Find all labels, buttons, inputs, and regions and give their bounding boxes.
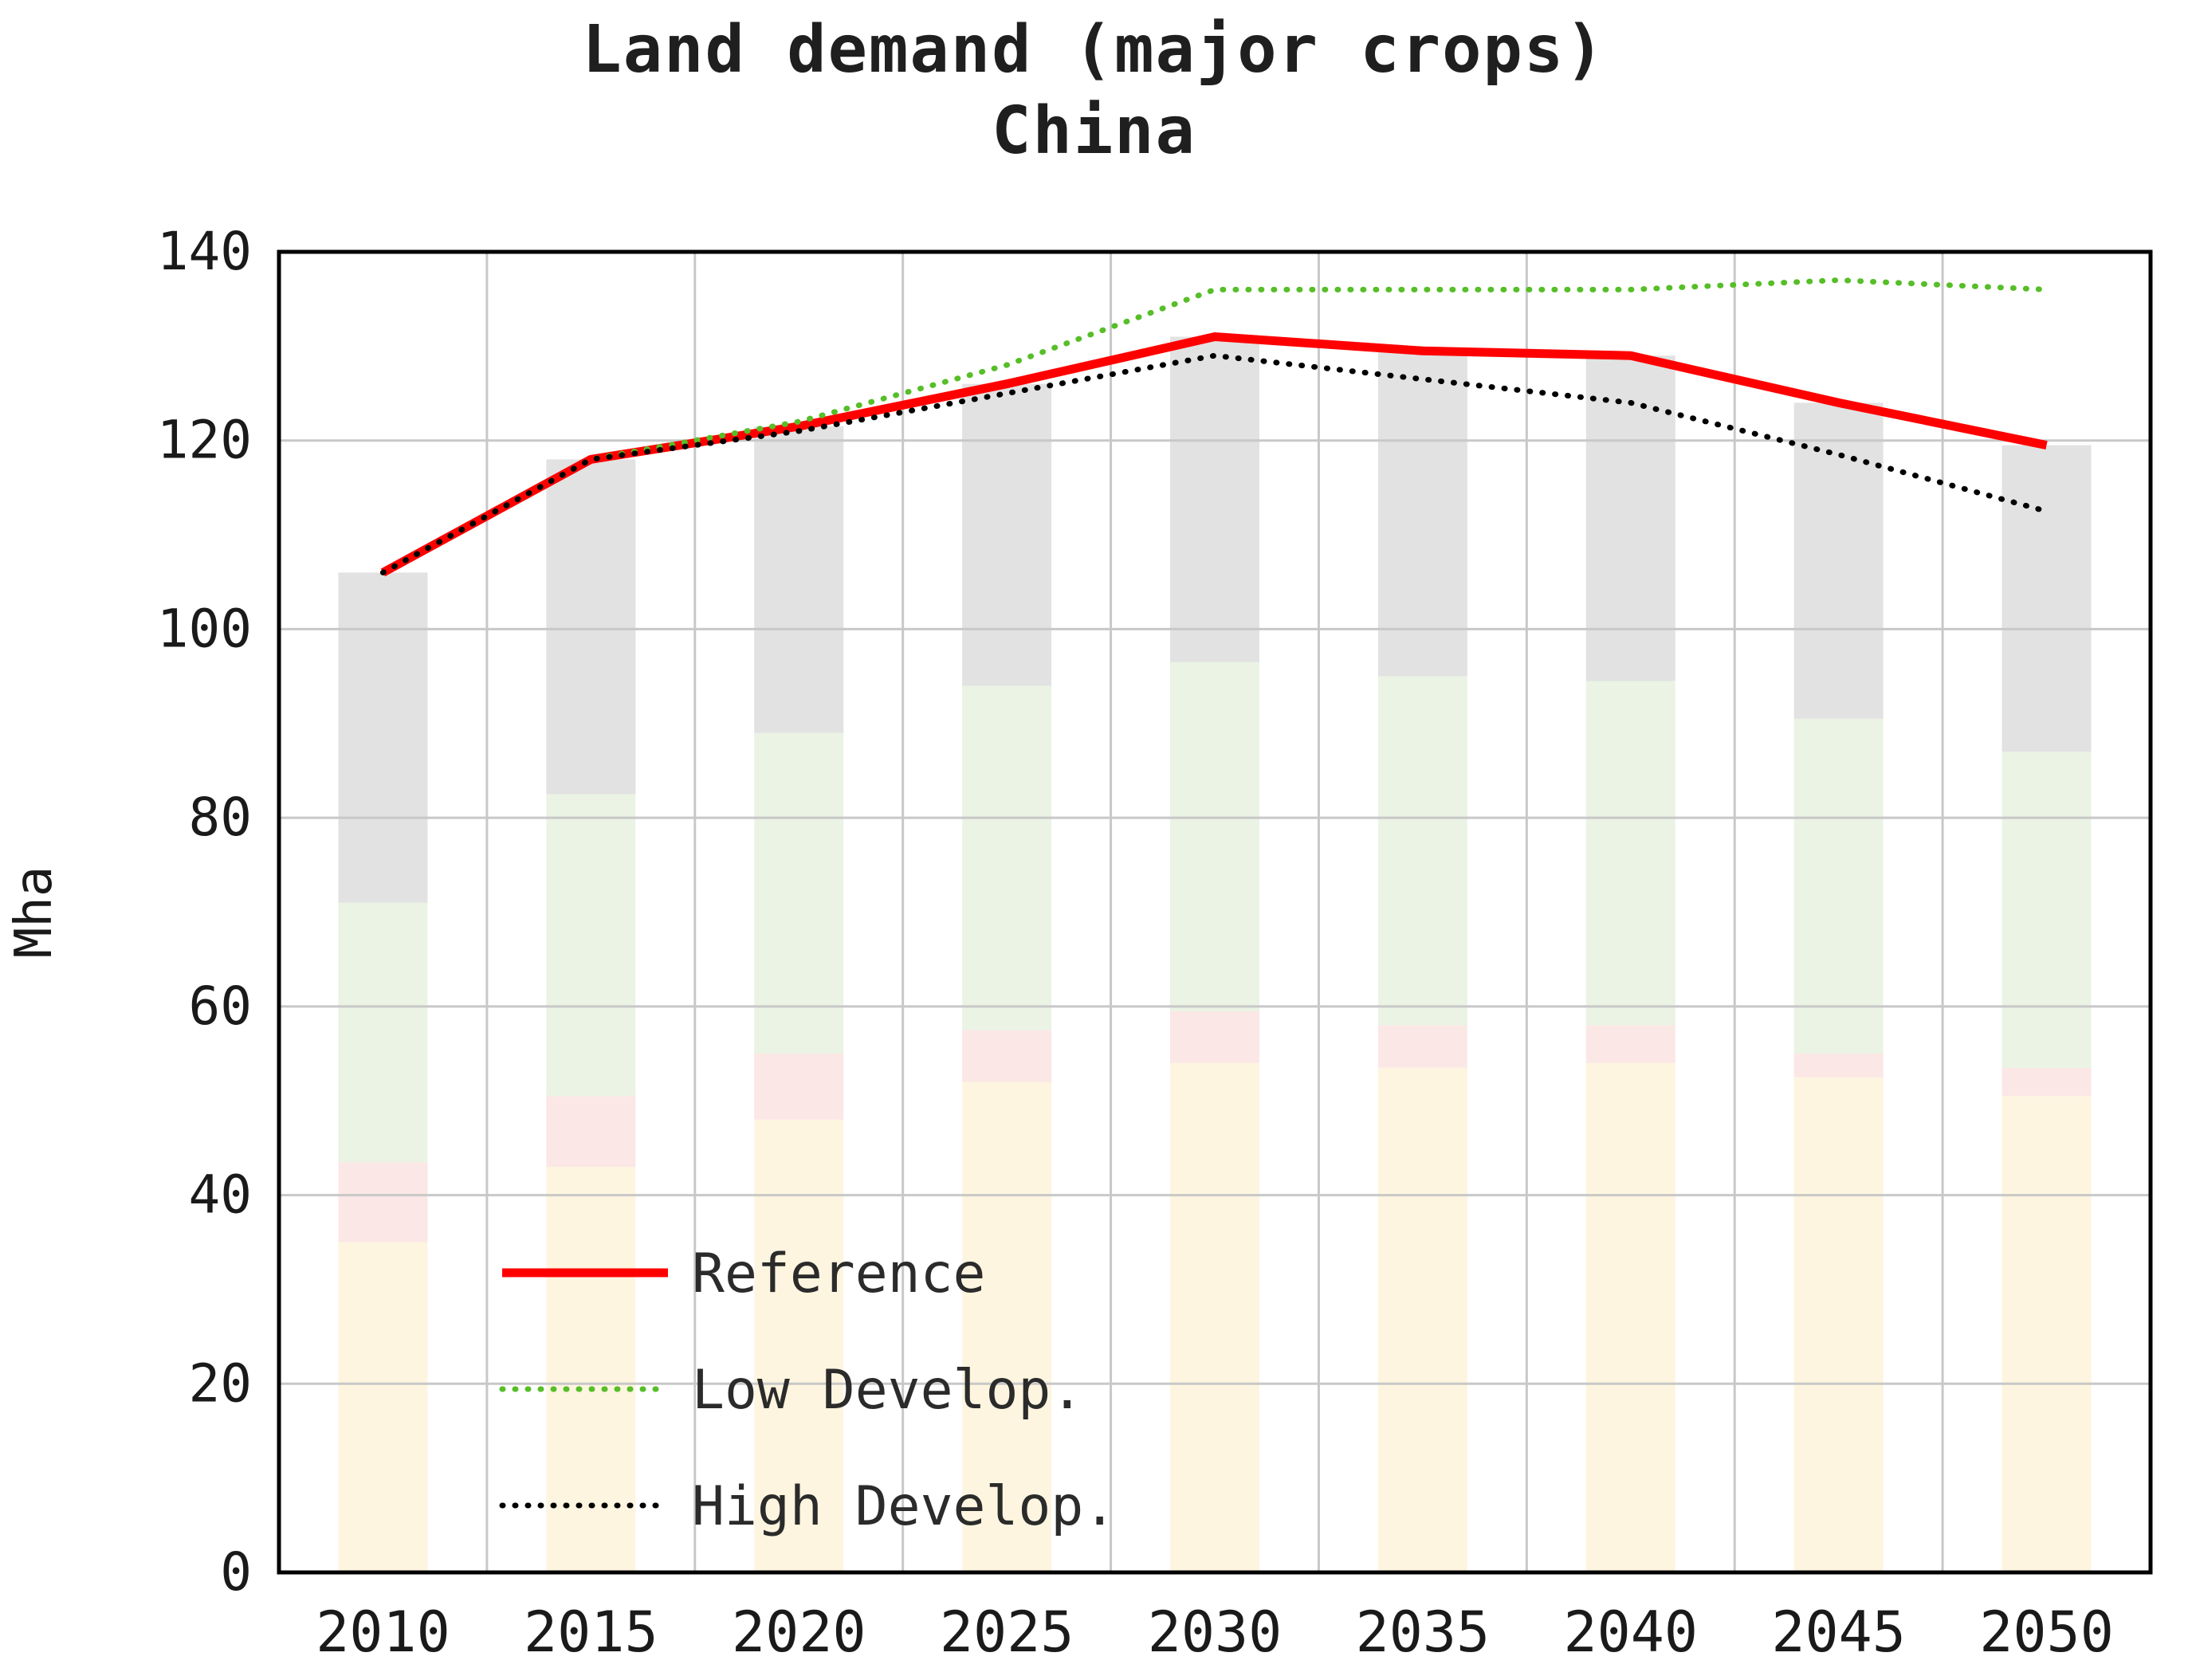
bar-segment-green	[1585, 681, 1675, 1026]
y-tick-label: 40	[189, 1164, 252, 1226]
bar-segment-green	[754, 732, 844, 1054]
bar-segment-pink	[1377, 1025, 1467, 1068]
bar-segment-pink	[1793, 1054, 1884, 1077]
bar-segment-green	[2001, 752, 2092, 1068]
bar-segment-cream	[1170, 1062, 1259, 1572]
bar-segment-gray	[962, 383, 1052, 686]
y-tick-label: 120	[157, 410, 252, 471]
bar-segment-gray	[754, 426, 844, 733]
bar-segment-cream	[338, 1242, 428, 1572]
legend-label-high-develop: High Develop.	[692, 1475, 1116, 1538]
background-bars	[338, 336, 2092, 1572]
bar-segment-gray	[1585, 355, 1675, 681]
legend: Reference Low Develop. High Develop.	[499, 1242, 1116, 1538]
y-tick-label: 20	[189, 1352, 252, 1414]
x-tick-label: 2010	[316, 1600, 450, 1665]
plot-border	[277, 249, 2153, 1575]
bar-segment-cream	[2001, 1096, 2092, 1572]
legend-label-reference: Reference	[692, 1242, 985, 1305]
bar-segment-pink	[2001, 1067, 2092, 1097]
bar-segment-gray	[338, 572, 428, 903]
bar-segment-pink	[1585, 1025, 1675, 1063]
x-tick-label: 2025	[940, 1600, 1074, 1665]
chart-title-line2: China	[992, 92, 1196, 169]
series-line-high-develop	[379, 352, 2050, 575]
x-tick-label: 2050	[1979, 1600, 2114, 1665]
bar-segment-pink	[338, 1162, 428, 1242]
bar-segment-cream	[546, 1167, 636, 1572]
x-tick-label: 2045	[1771, 1600, 1906, 1665]
series-line-low-develop	[379, 277, 2050, 575]
chart-title: Land demand (major crops) China	[0, 10, 2188, 171]
bar-segment-cream	[1585, 1062, 1675, 1572]
bar-segment-green	[1793, 718, 1884, 1054]
y-axis-labels: 0 20 40 60 80 100 120 140	[157, 221, 252, 1603]
x-tick-label: 2020	[732, 1600, 866, 1665]
x-tick-label: 2015	[524, 1600, 658, 1665]
bar-segment-gray	[546, 459, 636, 795]
bar-segment-pink	[546, 1096, 636, 1168]
bar-segment-pink	[754, 1054, 844, 1120]
bar-segment-gray	[2001, 445, 2092, 752]
bar-segment-cream	[1377, 1067, 1467, 1572]
bar-segment-green	[962, 685, 1052, 1030]
bar-segment-gray	[1377, 351, 1467, 677]
bar-segment-pink	[962, 1030, 1052, 1082]
bar-segment-pink	[1170, 1011, 1259, 1063]
y-tick-label: 140	[157, 221, 252, 282]
y-tick-label: 80	[189, 787, 252, 848]
bar-segment-cream	[1793, 1077, 1884, 1572]
bar-segment-gray	[1170, 336, 1259, 662]
x-axis-labels: 2010 2015 2020 2025 2030 2035 2040 2045 2050	[316, 1600, 2114, 1665]
x-tick-label: 2035	[1356, 1600, 1491, 1665]
bar-segment-gray	[1793, 402, 1884, 719]
x-tick-label: 2040	[1563, 1600, 1698, 1665]
y-tick-label: 100	[157, 598, 252, 659]
legend-label-low-develop: Low Develop.	[692, 1359, 1083, 1422]
bar-segment-green	[1377, 676, 1467, 1026]
bar-segment-green	[338, 902, 428, 1163]
y-tick-label: 0	[220, 1541, 252, 1603]
y-axis-title: Mha	[5, 866, 64, 959]
series-lines	[379, 277, 2050, 577]
x-tick-label: 2030	[1148, 1600, 1283, 1665]
y-tick-label: 60	[189, 975, 252, 1037]
bar-segment-green	[1170, 661, 1259, 1011]
chart-title-line1: Land demand (major crops)	[582, 12, 1606, 88]
bar-segment-cream	[962, 1081, 1052, 1572]
bar-segment-green	[546, 794, 636, 1097]
